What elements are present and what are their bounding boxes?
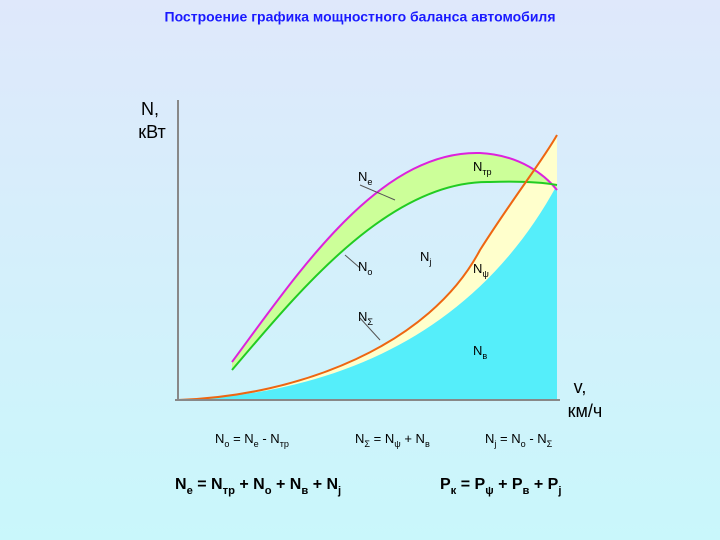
slide-title: Построение графика мощностного баланса а… (165, 9, 556, 25)
text-part: + N (401, 431, 425, 446)
curve-label: NΣ (358, 309, 373, 327)
subscript: к (451, 485, 457, 497)
curve-label: Nв (473, 343, 487, 361)
subscript: тр (482, 167, 491, 177)
subscript: о (265, 485, 272, 497)
subscript: в (482, 351, 487, 361)
y-axis-label: N, (141, 99, 159, 119)
subscript: Σ (364, 439, 370, 449)
text-part: N (473, 261, 482, 276)
subscript: тр (223, 485, 235, 497)
text-part: N (358, 309, 367, 324)
formula: Nе = Nтр + Nо + Nв + Nj (175, 476, 341, 497)
text-part: N (485, 431, 494, 446)
text-part: N (420, 249, 429, 264)
n-psi-region (178, 135, 557, 400)
n-tr-band (232, 152, 557, 370)
subscript: е (187, 485, 193, 497)
text-part: N (175, 476, 187, 493)
leader (344, 254, 361, 269)
text-part: N (355, 431, 364, 446)
subscript: ψ (394, 439, 400, 449)
leader (359, 184, 396, 201)
text-part: + N (235, 476, 265, 493)
curve-label: Nj (420, 249, 431, 267)
text-part: = N (496, 431, 520, 446)
formula: Pк = Pψ + Pв + Pj (440, 476, 561, 497)
text-part: = N (370, 431, 394, 446)
subscript: j (337, 485, 341, 497)
text-part: = P (456, 476, 485, 493)
subscript: ψ (485, 485, 493, 497)
subscript: Σ (547, 439, 553, 449)
leader (359, 317, 381, 341)
text-part: + P (529, 476, 558, 493)
x-axis-label: км/ч (568, 401, 603, 421)
text-part: = N (229, 431, 253, 446)
subscript: тр (280, 439, 289, 449)
subscript: Σ (367, 317, 373, 327)
text-part: - N (526, 431, 547, 446)
ne-curve (231, 151, 558, 363)
subscript: о (367, 267, 372, 277)
subscript: j (493, 439, 496, 449)
text-part: P (440, 476, 451, 493)
n-v-region (178, 185, 557, 400)
text-part: - N (259, 431, 280, 446)
subscript: о (224, 439, 229, 449)
subscript: в (523, 485, 530, 497)
subscript: в (301, 485, 308, 497)
y-axis-label: кВт (138, 122, 166, 142)
subscript: j (557, 485, 561, 497)
text-part: N (358, 259, 367, 274)
text-part: N (358, 169, 367, 184)
subscript: е (254, 439, 259, 449)
text-part: N (215, 431, 224, 446)
text-part: + N (272, 476, 302, 493)
no-curve (231, 180, 558, 371)
text-part: + N (308, 476, 338, 493)
text-part: N (473, 343, 482, 358)
subscript: о (521, 439, 526, 449)
subscript: j (428, 257, 431, 267)
x-axis-label: v, (574, 377, 587, 397)
text-part: + P (494, 476, 523, 493)
curve-label: Nо (358, 259, 372, 277)
subscript: е (367, 177, 372, 187)
subscript: ψ (482, 269, 488, 279)
formula: Nj = Nо - NΣ (485, 431, 553, 449)
text-part: = N (193, 476, 223, 493)
nsum-curve (177, 134, 558, 401)
subscript: в (425, 439, 430, 449)
text-part: N (473, 159, 482, 174)
curve-label: Nтр (473, 159, 492, 177)
formula: Nо = Nе - Nтр (215, 431, 289, 449)
curve-label: Nψ (473, 261, 489, 279)
curve-label: Nе (358, 169, 372, 187)
formula: NΣ = Nψ + Nв (355, 431, 430, 449)
